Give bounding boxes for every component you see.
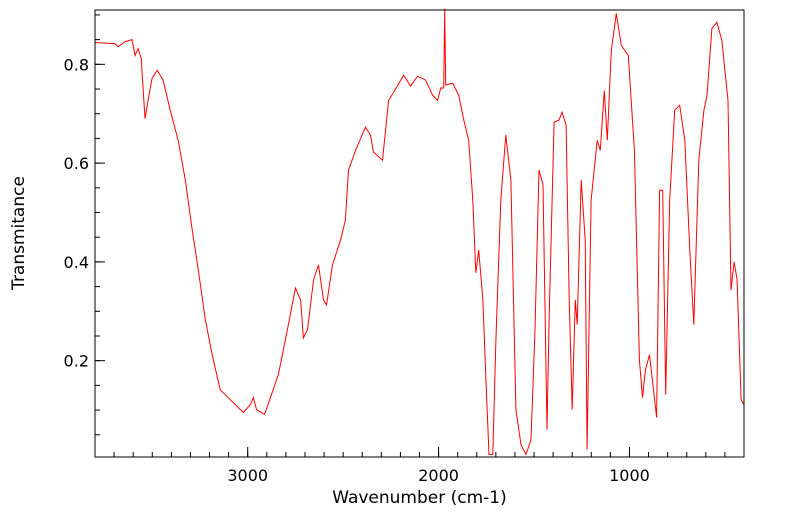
y-tick-label: 0.8 [64, 55, 89, 74]
plot-frame [94, 9, 745, 458]
y-tick-label: 0.4 [64, 253, 89, 272]
y-tick-label: 0.2 [64, 352, 89, 371]
axis-ticks: 3000 2000 1000 0.2 0.4 0.6 0.8 [64, 14, 745, 485]
spectrum-line [94, 8, 745, 456]
y-tick-label: 0.6 [64, 154, 89, 173]
x-tick-label: 1000 [609, 466, 650, 485]
x-tick-label: 3000 [227, 466, 268, 485]
x-axis-label: Wavenumber (cm-1) [332, 488, 507, 508]
y-axis-label: Transmitance [9, 176, 29, 291]
x-tick-label: 2000 [418, 466, 459, 485]
